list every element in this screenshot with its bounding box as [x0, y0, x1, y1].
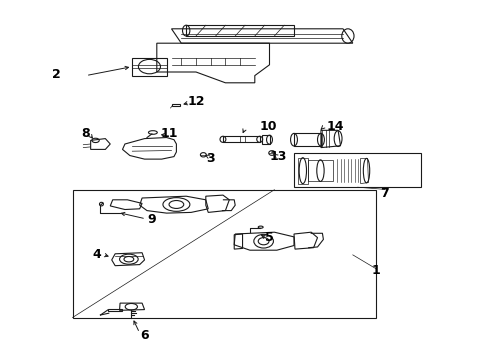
Text: 1: 1: [372, 264, 381, 277]
Text: 10: 10: [260, 120, 277, 133]
Bar: [73, 190, 376, 318]
Text: 2: 2: [52, 68, 61, 81]
Bar: [294, 153, 421, 187]
Text: 14: 14: [327, 120, 344, 132]
Text: 6: 6: [140, 329, 149, 342]
Text: 9: 9: [147, 213, 156, 226]
Text: 5: 5: [265, 231, 274, 244]
Text: 11: 11: [160, 127, 178, 140]
Text: 8: 8: [81, 127, 90, 140]
Text: 3: 3: [206, 152, 215, 165]
Text: 12: 12: [187, 95, 205, 108]
Text: 7: 7: [380, 187, 389, 200]
Text: 13: 13: [270, 150, 287, 163]
Text: 4: 4: [93, 248, 101, 261]
